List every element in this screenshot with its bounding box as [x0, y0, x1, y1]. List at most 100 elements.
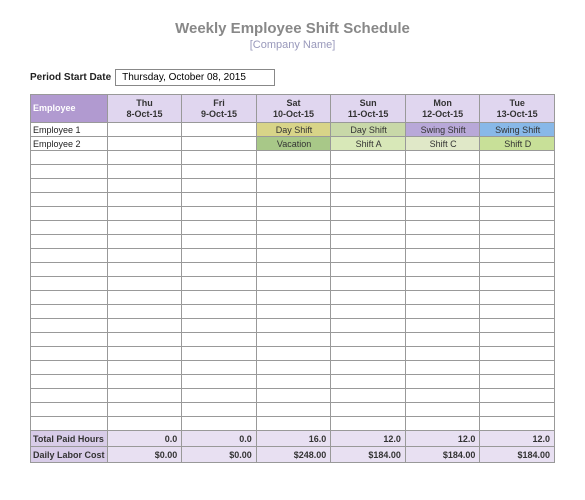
empty-employee-cell[interactable]: [31, 179, 108, 193]
empty-shift-cell[interactable]: [182, 221, 257, 235]
empty-shift-cell[interactable]: [107, 347, 182, 361]
empty-shift-cell[interactable]: [107, 179, 182, 193]
empty-shift-cell[interactable]: [256, 277, 331, 291]
empty-shift-cell[interactable]: [256, 417, 331, 431]
empty-shift-cell[interactable]: [182, 375, 257, 389]
empty-shift-cell[interactable]: [405, 291, 480, 305]
empty-employee-cell[interactable]: [31, 207, 108, 221]
empty-shift-cell[interactable]: [107, 235, 182, 249]
empty-shift-cell[interactable]: [480, 347, 555, 361]
empty-shift-cell[interactable]: [405, 207, 480, 221]
empty-shift-cell[interactable]: [182, 179, 257, 193]
empty-shift-cell[interactable]: [331, 347, 406, 361]
empty-shift-cell[interactable]: [331, 151, 406, 165]
empty-shift-cell[interactable]: [405, 389, 480, 403]
empty-shift-cell[interactable]: [480, 221, 555, 235]
empty-shift-cell[interactable]: [182, 347, 257, 361]
empty-shift-cell[interactable]: [107, 165, 182, 179]
empty-shift-cell[interactable]: [256, 263, 331, 277]
empty-shift-cell[interactable]: [182, 333, 257, 347]
shift-cell[interactable]: [182, 123, 257, 137]
empty-shift-cell[interactable]: [182, 263, 257, 277]
empty-shift-cell[interactable]: [182, 291, 257, 305]
shift-cell[interactable]: Swing Shift: [405, 123, 480, 137]
empty-shift-cell[interactable]: [331, 403, 406, 417]
empty-shift-cell[interactable]: [480, 249, 555, 263]
employee-name-cell[interactable]: Employee 1: [31, 123, 108, 137]
empty-shift-cell[interactable]: [182, 249, 257, 263]
empty-shift-cell[interactable]: [480, 151, 555, 165]
empty-employee-cell[interactable]: [31, 221, 108, 235]
empty-shift-cell[interactable]: [107, 305, 182, 319]
empty-shift-cell[interactable]: [256, 361, 331, 375]
empty-shift-cell[interactable]: [256, 165, 331, 179]
empty-shift-cell[interactable]: [182, 151, 257, 165]
empty-shift-cell[interactable]: [331, 207, 406, 221]
empty-shift-cell[interactable]: [256, 347, 331, 361]
empty-shift-cell[interactable]: [480, 403, 555, 417]
empty-shift-cell[interactable]: [182, 165, 257, 179]
empty-shift-cell[interactable]: [405, 179, 480, 193]
empty-shift-cell[interactable]: [256, 403, 331, 417]
empty-shift-cell[interactable]: [256, 249, 331, 263]
shift-cell[interactable]: Shift A: [331, 137, 406, 151]
empty-shift-cell[interactable]: [405, 417, 480, 431]
empty-shift-cell[interactable]: [480, 263, 555, 277]
empty-employee-cell[interactable]: [31, 193, 108, 207]
empty-shift-cell[interactable]: [107, 193, 182, 207]
empty-shift-cell[interactable]: [480, 165, 555, 179]
empty-shift-cell[interactable]: [331, 361, 406, 375]
empty-shift-cell[interactable]: [405, 347, 480, 361]
empty-employee-cell[interactable]: [31, 291, 108, 305]
empty-shift-cell[interactable]: [256, 193, 331, 207]
empty-shift-cell[interactable]: [182, 305, 257, 319]
empty-employee-cell[interactable]: [31, 263, 108, 277]
empty-shift-cell[interactable]: [331, 179, 406, 193]
empty-shift-cell[interactable]: [405, 361, 480, 375]
empty-shift-cell[interactable]: [256, 319, 331, 333]
shift-cell[interactable]: Shift C: [405, 137, 480, 151]
empty-shift-cell[interactable]: [107, 417, 182, 431]
empty-shift-cell[interactable]: [331, 389, 406, 403]
empty-shift-cell[interactable]: [256, 375, 331, 389]
empty-shift-cell[interactable]: [331, 319, 406, 333]
empty-shift-cell[interactable]: [182, 361, 257, 375]
empty-shift-cell[interactable]: [331, 221, 406, 235]
empty-shift-cell[interactable]: [256, 291, 331, 305]
empty-shift-cell[interactable]: [107, 221, 182, 235]
employee-name-cell[interactable]: Employee 2: [31, 137, 108, 151]
empty-shift-cell[interactable]: [182, 207, 257, 221]
empty-shift-cell[interactable]: [107, 249, 182, 263]
empty-employee-cell[interactable]: [31, 403, 108, 417]
empty-employee-cell[interactable]: [31, 249, 108, 263]
empty-shift-cell[interactable]: [480, 333, 555, 347]
empty-shift-cell[interactable]: [480, 389, 555, 403]
empty-shift-cell[interactable]: [405, 403, 480, 417]
empty-employee-cell[interactable]: [31, 235, 108, 249]
empty-shift-cell[interactable]: [480, 417, 555, 431]
empty-employee-cell[interactable]: [31, 151, 108, 165]
empty-shift-cell[interactable]: [405, 249, 480, 263]
empty-shift-cell[interactable]: [107, 291, 182, 305]
empty-shift-cell[interactable]: [107, 389, 182, 403]
empty-shift-cell[interactable]: [107, 361, 182, 375]
shift-cell[interactable]: Day Shift: [331, 123, 406, 137]
empty-shift-cell[interactable]: [182, 235, 257, 249]
empty-shift-cell[interactable]: [256, 235, 331, 249]
empty-employee-cell[interactable]: [31, 389, 108, 403]
empty-shift-cell[interactable]: [405, 193, 480, 207]
empty-employee-cell[interactable]: [31, 347, 108, 361]
shift-cell[interactable]: Swing Shift: [480, 123, 555, 137]
empty-employee-cell[interactable]: [31, 165, 108, 179]
empty-shift-cell[interactable]: [256, 221, 331, 235]
shift-cell[interactable]: [107, 123, 182, 137]
empty-employee-cell[interactable]: [31, 305, 108, 319]
empty-shift-cell[interactable]: [331, 375, 406, 389]
empty-shift-cell[interactable]: [107, 277, 182, 291]
empty-employee-cell[interactable]: [31, 319, 108, 333]
empty-shift-cell[interactable]: [107, 263, 182, 277]
empty-shift-cell[interactable]: [405, 333, 480, 347]
empty-shift-cell[interactable]: [405, 263, 480, 277]
empty-shift-cell[interactable]: [331, 417, 406, 431]
empty-shift-cell[interactable]: [480, 235, 555, 249]
